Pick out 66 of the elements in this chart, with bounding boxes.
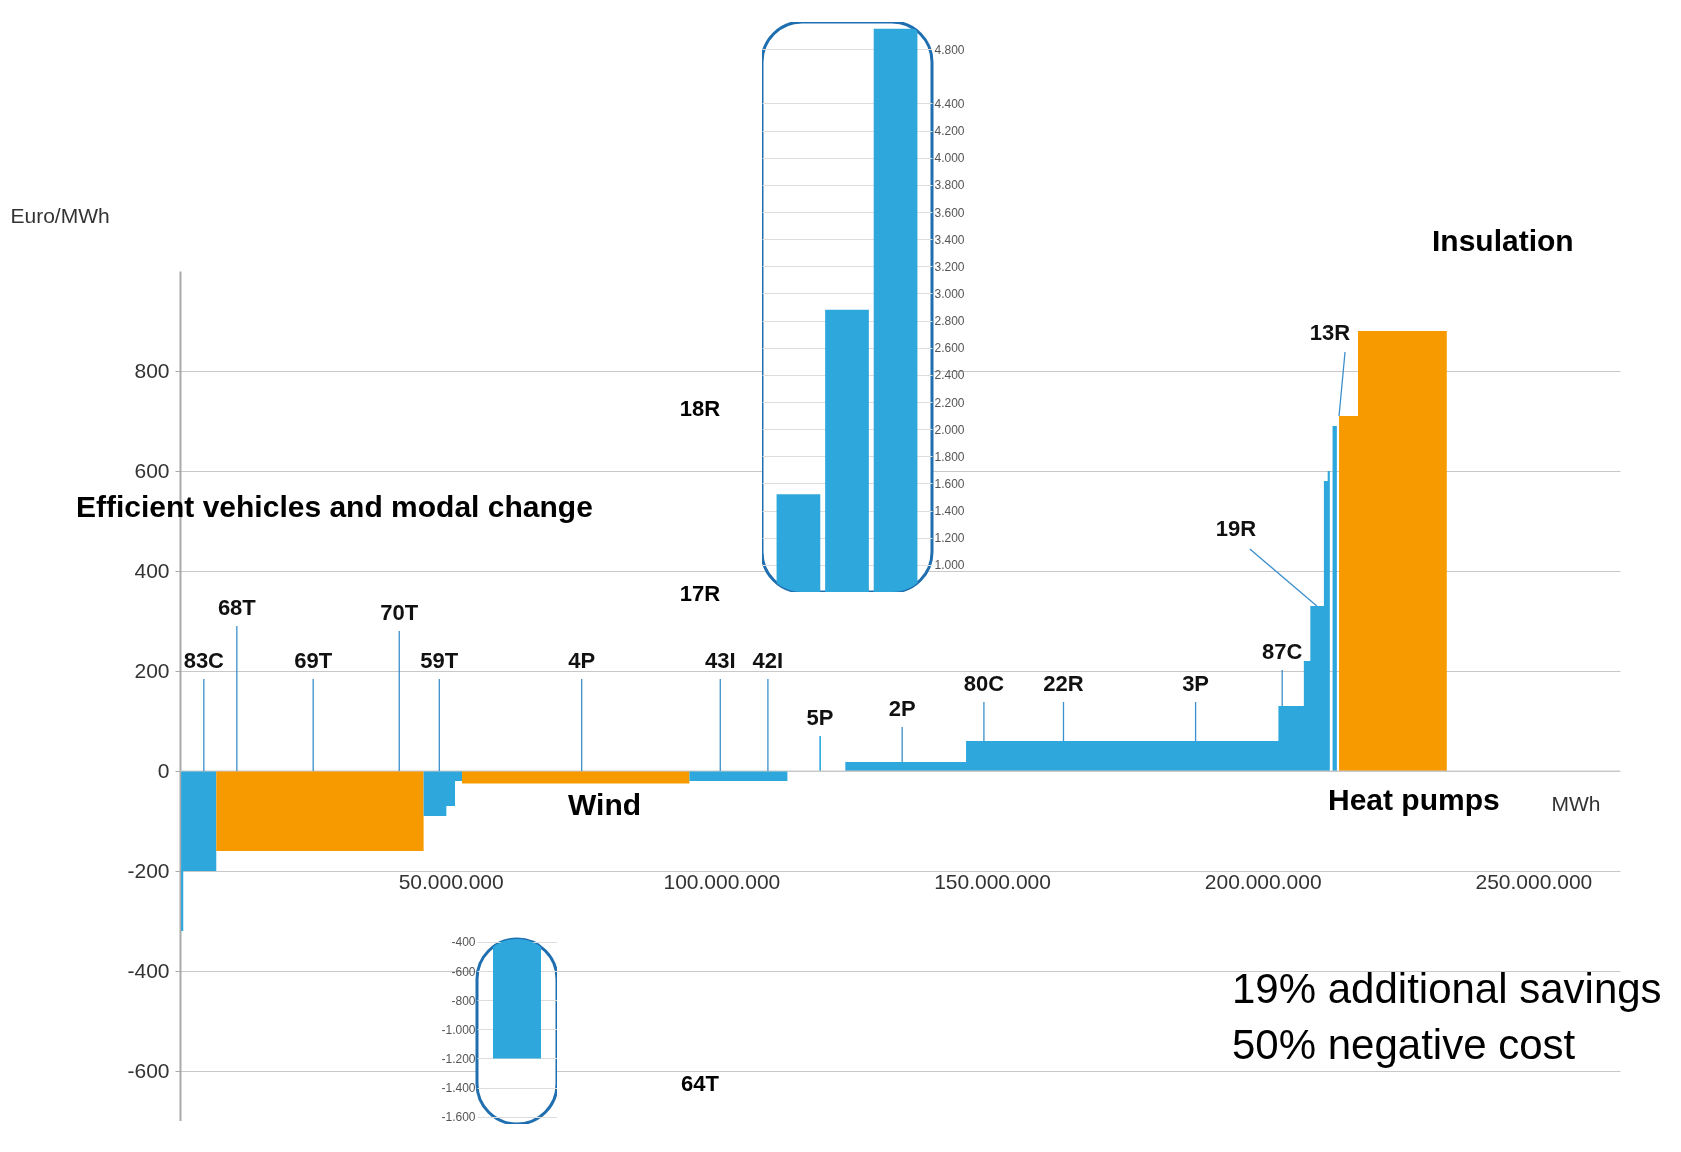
annotation: 42I xyxy=(752,648,784,673)
x-tick-label: 50.000.000 xyxy=(398,869,504,893)
x-tick-label: 200.000.000 xyxy=(1204,869,1322,893)
annotation: 59T xyxy=(420,648,459,673)
y-tick-label: -600 xyxy=(127,1058,170,1082)
y-tick-label: -1.200 xyxy=(441,1051,476,1066)
annotation: 17R xyxy=(679,581,721,606)
y-tick-label: 1.000 xyxy=(934,558,965,573)
y-tick-label: 2.600 xyxy=(934,341,965,356)
y-tick-label: 4.400 xyxy=(934,96,965,111)
annotation: 3P xyxy=(1182,671,1210,696)
text: Insulation xyxy=(1432,224,1574,257)
y-tick-label: -800 xyxy=(451,993,476,1008)
y-tick-label: 1.400 xyxy=(934,504,965,519)
y-tick-label: 0 xyxy=(157,758,170,782)
y-tick-label: 3.000 xyxy=(934,286,965,301)
annotation: 5P xyxy=(806,705,834,730)
x-tick-label: 100.000.000 xyxy=(663,869,781,893)
y-tick-label: 2.000 xyxy=(934,422,965,437)
annotation: 19% additional savings xyxy=(1232,965,1662,1012)
y-tick-label: 3.600 xyxy=(934,205,965,220)
y-tick-label: 3.400 xyxy=(934,232,965,247)
y-tick-label: 4.200 xyxy=(934,124,965,139)
y-tick-label: -600 xyxy=(451,964,476,979)
y-tick-label: -200 xyxy=(127,858,170,882)
y-tick-label: -1.000 xyxy=(441,1022,476,1037)
annotation: 87C xyxy=(1262,639,1303,664)
y-tick-label: 2.400 xyxy=(934,368,965,383)
y-tick-label: -400 xyxy=(127,958,170,982)
y-tick-label: 800 xyxy=(134,358,170,382)
x-tick-label: 250.000.000 xyxy=(1475,869,1593,893)
annotation: 19R xyxy=(1215,516,1257,541)
annotation: 80C xyxy=(963,671,1005,696)
y-tick-label: 600 xyxy=(134,458,170,482)
y-tick-label: 1.600 xyxy=(934,476,965,491)
y-tick-label: -1.600 xyxy=(441,1110,476,1125)
annotation: 13R xyxy=(1309,320,1351,345)
annotation: Wind xyxy=(568,788,642,821)
y-tick-label: 3.200 xyxy=(934,259,965,274)
annotation: 50% negative cost xyxy=(1232,1021,1576,1068)
y-tick-label: 1.800 xyxy=(934,449,965,464)
y-tick-label: 4.800 xyxy=(934,42,965,57)
annotation: 4P xyxy=(568,648,596,673)
y-tick-label: 200 xyxy=(134,658,170,682)
annotation: 69T xyxy=(294,648,333,673)
annotation: 43I xyxy=(704,648,736,673)
annotation: Heat pumps xyxy=(1328,783,1500,816)
annotation: 68T xyxy=(217,595,257,620)
y-axis-title: Euro/MWh xyxy=(10,203,110,227)
x-axis-title: MWh xyxy=(1551,791,1601,815)
annotation: 2P xyxy=(888,696,916,721)
y-tick-label: 1.200 xyxy=(934,531,965,546)
annotation: Efficient vehicles and modal change xyxy=(76,490,593,523)
annotation: 70T xyxy=(380,600,419,625)
y-tick-label: 400 xyxy=(134,558,170,582)
annotation: 64T xyxy=(681,1071,719,1096)
y-tick-label: -1.400 xyxy=(441,1081,476,1096)
annotation: 22R xyxy=(1043,671,1084,696)
x-tick-label: 150.000.000 xyxy=(934,869,1051,893)
y-tick-label: 3.800 xyxy=(934,178,965,193)
annotation: 83C xyxy=(183,648,225,673)
y-tick-label: 2.200 xyxy=(934,395,965,410)
y-tick-label: 2.800 xyxy=(934,314,965,329)
y-tick-label: -400 xyxy=(451,935,476,950)
annotation: 18R xyxy=(679,396,721,421)
y-tick-label: 4.000 xyxy=(934,151,965,166)
